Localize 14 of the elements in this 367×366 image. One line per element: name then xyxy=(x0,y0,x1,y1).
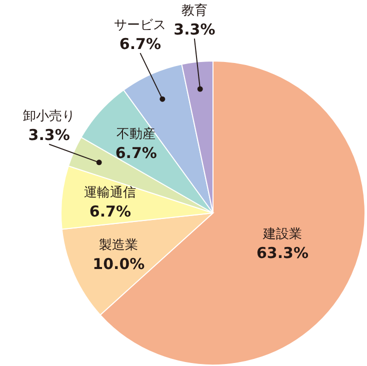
data-label: 10.0% xyxy=(92,255,145,274)
slice-label: 不動産 xyxy=(116,126,156,142)
data-label: 6.7% xyxy=(89,202,131,220)
slice-label: 製造業 xyxy=(99,238,138,254)
slice-label: サービス xyxy=(114,18,166,34)
data-label: 3.3% xyxy=(174,20,216,39)
data-label: 3.3% xyxy=(28,126,70,144)
slice-label: 卸小売り xyxy=(23,109,76,124)
data-label: 63.3% xyxy=(256,244,308,262)
data-label: 6.7% xyxy=(119,35,162,54)
slice-label: 運輸通信 xyxy=(84,185,136,200)
slice-label: 教育 xyxy=(181,2,208,19)
data-label: 6.7% xyxy=(115,144,157,162)
slice-label: 建設業 xyxy=(262,226,302,242)
